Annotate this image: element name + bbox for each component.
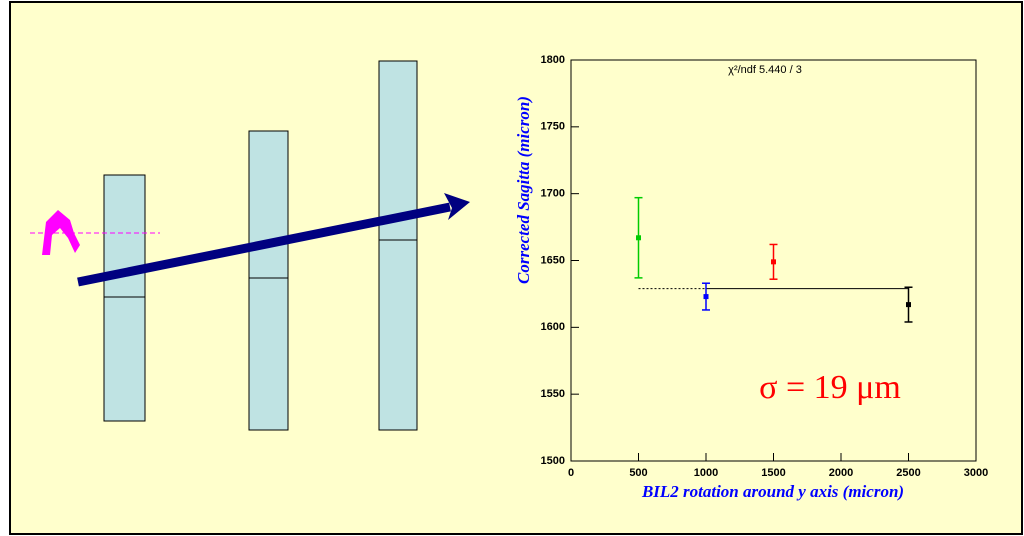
y-tick-label: 1550: [541, 388, 565, 400]
x-tick-label: 1500: [761, 467, 785, 479]
x-tick-label: 0: [568, 467, 574, 479]
slide: χ²/ndf 5.440 / 3 σ = 19 μm BIL2 rotation…: [0, 0, 1024, 536]
point: [771, 259, 776, 264]
chamber: [379, 61, 417, 430]
x-tick-label: 1000: [694, 467, 718, 479]
x-tick-label: 2000: [829, 467, 853, 479]
chamber: [249, 131, 288, 430]
x-tick-label: 500: [629, 467, 647, 479]
y-tick-label: 1700: [541, 188, 565, 200]
y-axis-label: Corrected Sagitta (micron): [514, 96, 533, 284]
y-tick-label: 1600: [541, 321, 565, 333]
sigma-annotation: σ = 19 μm: [759, 369, 901, 406]
y-tick-label: 1650: [541, 254, 565, 266]
point: [704, 294, 709, 299]
y-tick-label: 1750: [541, 121, 565, 133]
y-tick-label: 1800: [541, 54, 565, 66]
y-tick-label: 1500: [541, 455, 565, 467]
x-tick-label: 2500: [896, 467, 920, 479]
point: [906, 302, 911, 307]
x-tick-label: 3000: [964, 467, 988, 479]
x-axis-label: BIL2 rotation around y axis (micron): [641, 482, 904, 501]
point: [636, 235, 641, 240]
chamber: [104, 175, 145, 421]
fit-label: χ²/ndf 5.440 / 3: [728, 64, 802, 76]
